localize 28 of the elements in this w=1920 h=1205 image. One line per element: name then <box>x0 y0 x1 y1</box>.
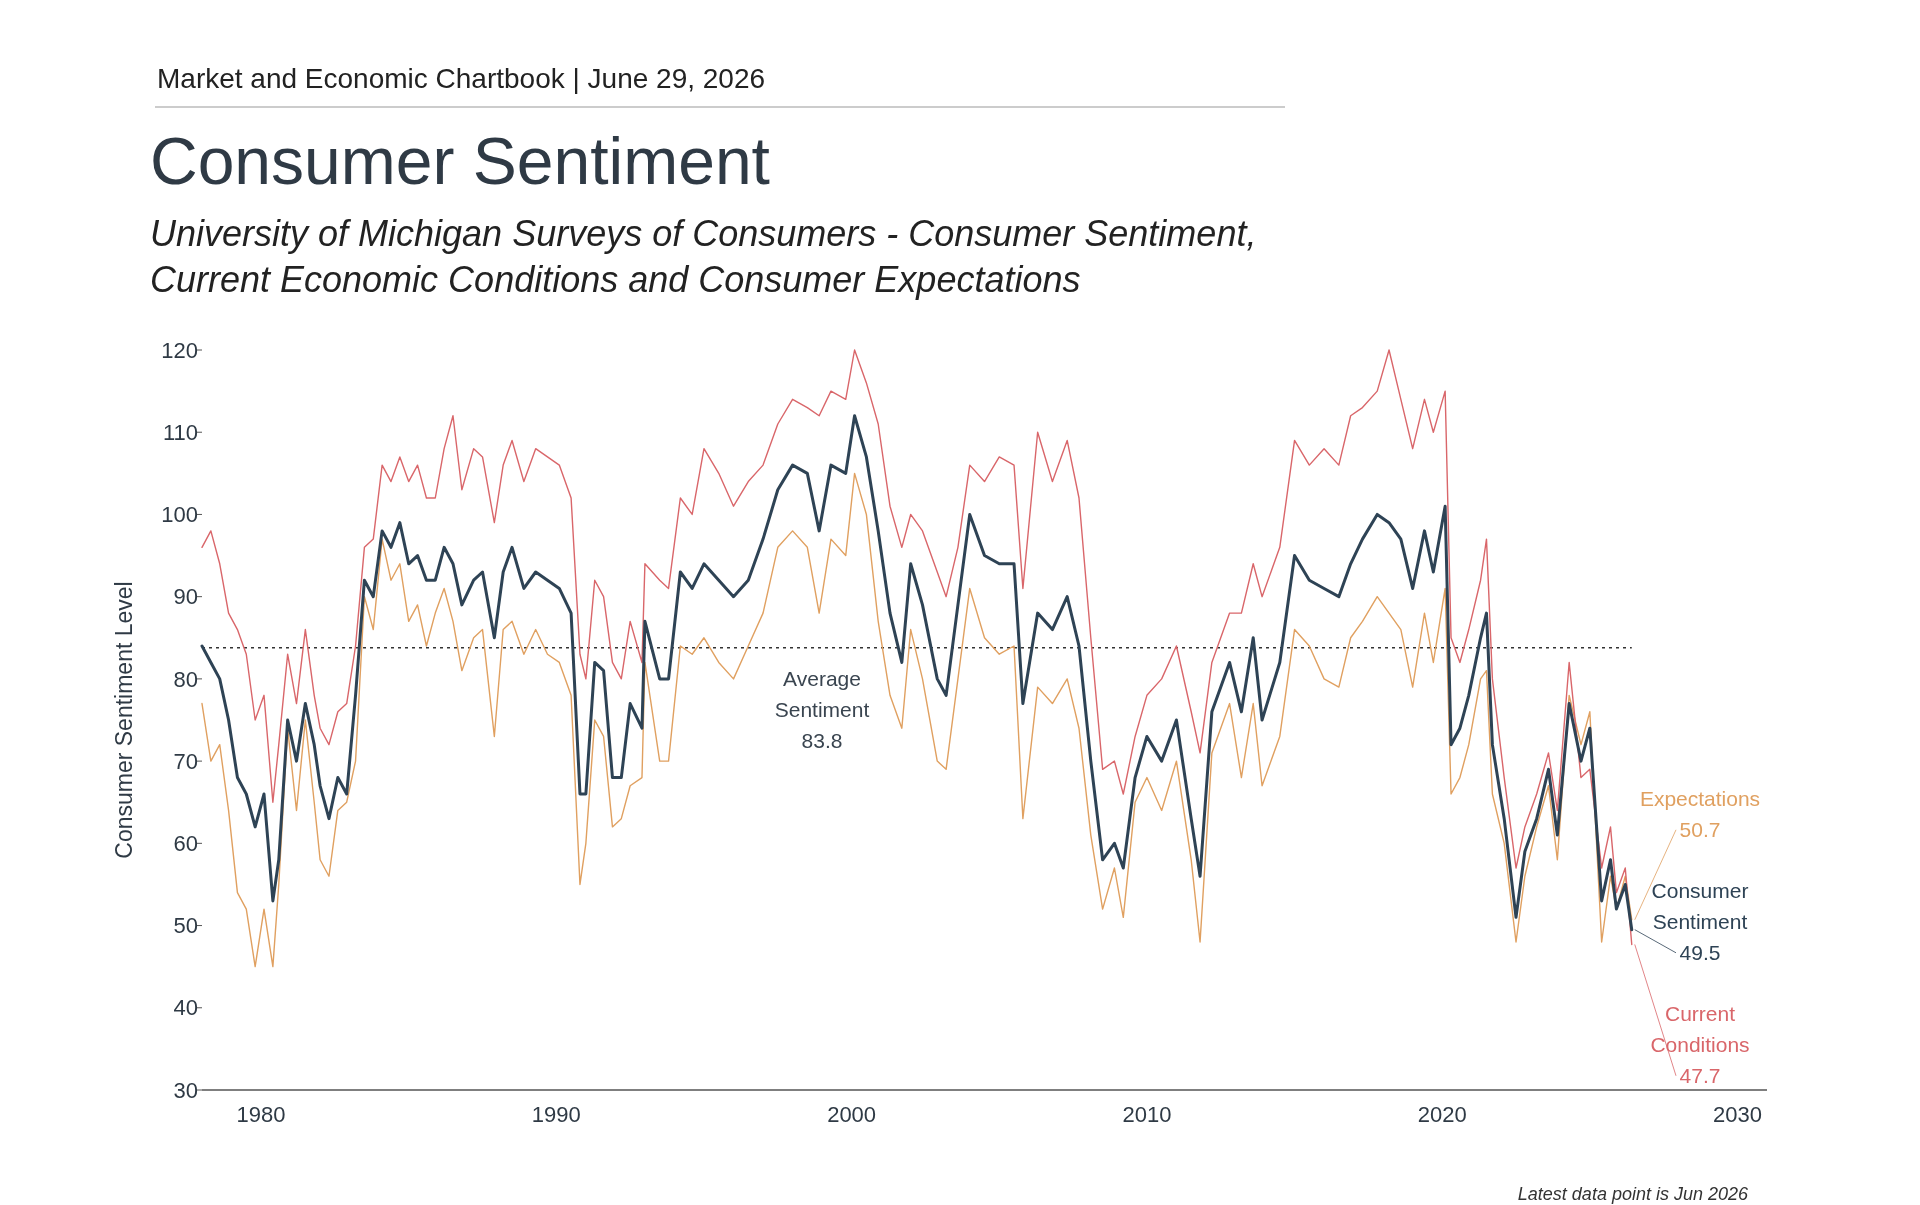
y-tick-label: 40 <box>173 995 198 1021</box>
chart-subtitle: University of Michigan Surveys of Consumers - Consumer Sentiment, Current Economic Conditions and Consumer Expectations <box>150 213 1257 300</box>
y-tick-label: 60 <box>173 831 198 857</box>
text: Latest data point is Jun 2026 <box>1517 1184 1749 1204</box>
data-label: 47.7 <box>1679 1063 1721 1087</box>
x-tick-label: 1990 <box>531 1102 581 1127</box>
y-tick-label: 30 <box>173 1077 198 1103</box>
y-tick-label: 50 <box>173 913 198 939</box>
y-tick-label: 90 <box>173 584 198 610</box>
data-label: 50.7 <box>1679 817 1721 841</box>
y-tick-label: 100 <box>161 502 198 528</box>
y-tick-label: 110 <box>162 419 198 445</box>
y-tick-label: 80 <box>173 666 198 692</box>
series-label: Consumer Sentiment <box>1651 878 1749 933</box>
y-tick-label: 70 <box>173 748 198 774</box>
ref-line-label: Average Sentiment 83.8 <box>774 666 870 752</box>
x-tick-label: 2020 <box>1417 1102 1467 1127</box>
text: Current Conditions <box>1650 1001 1750 1056</box>
data-label: 49.5 <box>1679 940 1721 964</box>
y-axis-title: Consumer Sentiment Level <box>111 581 137 859</box>
x-tick-label: 2000 <box>827 1102 877 1127</box>
chart-title: Consumer Sentiment <box>150 124 770 198</box>
text: Market and Economic Chartbook | June 29, 2026 <box>157 63 766 94</box>
text: Expectations <box>1639 786 1761 810</box>
x-tick-label: 2010 <box>1122 1102 1172 1127</box>
x-tick-label: 1980 <box>236 1102 286 1127</box>
y-tick-label: 120 <box>161 337 198 363</box>
x-tick-label: 2030 <box>1713 1102 1762 1127</box>
